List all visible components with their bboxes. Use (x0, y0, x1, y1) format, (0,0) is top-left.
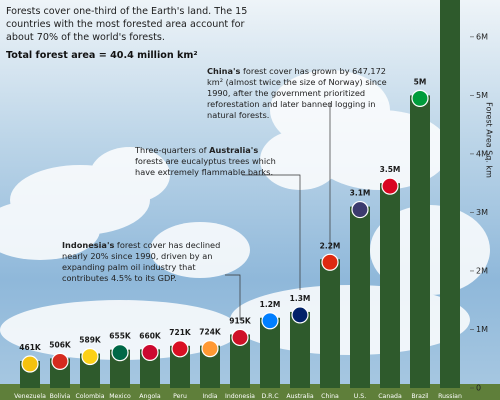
x-tick-label: Russian (438, 393, 462, 400)
x-tick-label: U.S. (354, 393, 366, 400)
bar (170, 345, 190, 388)
annotation-text: forest cover has grown by 647,172 km² (a… (207, 66, 387, 120)
value-label: 589K (79, 336, 102, 345)
annotation-bold: China's (207, 66, 241, 76)
value-label: 1.3M (290, 294, 311, 303)
flag (51, 352, 69, 370)
bar (380, 183, 400, 388)
x-tick-label: D.R.C (261, 393, 278, 400)
flag (81, 347, 99, 366)
y-tick-label: 5M (476, 91, 488, 100)
flag (411, 89, 429, 107)
annotation: China's forest cover has grown by 647,17… (207, 66, 387, 121)
value-label: 5M (414, 77, 427, 86)
x-tick-label: China (321, 393, 339, 400)
x-tick-label: Australia (286, 393, 314, 400)
y-tick-label: 0 (476, 384, 481, 393)
y-tick-label: 1M (476, 325, 488, 334)
value-label: 3.5M (380, 165, 401, 174)
bar (230, 334, 250, 388)
y-tick-label: 6M (476, 32, 488, 41)
bar (440, 0, 460, 389)
bar (350, 206, 370, 388)
leader-lines (225, 103, 331, 320)
bar (290, 311, 310, 388)
flag (171, 340, 189, 358)
flag (141, 343, 159, 361)
flag (321, 253, 339, 271)
annotation: Indonesia's forest cover has declined ne… (62, 240, 222, 284)
annotation-bold: Australia's (209, 145, 259, 155)
value-label: 3.1M (350, 189, 371, 198)
x-tick-label: Indonesia (225, 393, 255, 400)
value-label: 655K (109, 332, 132, 341)
flag (21, 355, 39, 373)
x-tick-label: India (202, 393, 217, 400)
value-label: 660K (139, 331, 162, 340)
x-tick-label: Bolivia (50, 393, 71, 400)
annotation-text: Three-quarters of (135, 145, 210, 155)
x-tick-label: Peru (173, 393, 187, 400)
annotation-bold: Indonesia's (62, 240, 115, 250)
value-label: 2.2M (320, 241, 341, 250)
flag (381, 177, 399, 195)
value-label: 721K (169, 328, 192, 337)
title: Total forest area = 40.4 million km² (6, 50, 198, 61)
bar (200, 345, 220, 388)
annotation-text: forest cover has declined nearly 20% sin… (62, 240, 221, 283)
flag (261, 312, 279, 330)
y-axis-label: Forest Area Sq. km (485, 102, 494, 178)
value-label: 506K (49, 340, 72, 349)
flag (291, 306, 309, 324)
x-tick-label: Canada (378, 393, 402, 400)
value-label: 461K (19, 343, 42, 352)
x-tick-label: Venezuela (14, 393, 46, 400)
flag (351, 200, 369, 219)
x-tick-label: Mexico (109, 393, 131, 400)
bar (320, 259, 340, 388)
x-tick-label: Angola (139, 393, 161, 400)
x-tick-label: Brazil (411, 393, 429, 400)
y-tick-label: 2M (476, 266, 488, 275)
bar (260, 317, 280, 388)
subtitle: Forests cover one-third of the Earth's l… (6, 6, 248, 43)
annotation: Three-quarters of Australia's forests ar… (135, 145, 285, 178)
flag (231, 328, 249, 347)
value-label: 915K (229, 316, 252, 325)
value-label: 1.2M (260, 300, 281, 309)
bar (410, 95, 430, 388)
annotation-text: forests are eucalyptus trees which have … (135, 156, 276, 177)
y-tick-label: 3M (476, 208, 488, 217)
y-tick-label: 4M (476, 149, 488, 158)
value-label: 724K (199, 328, 222, 337)
flag (201, 340, 219, 358)
x-tick-label: Colombia (75, 393, 104, 400)
flag (111, 344, 129, 362)
